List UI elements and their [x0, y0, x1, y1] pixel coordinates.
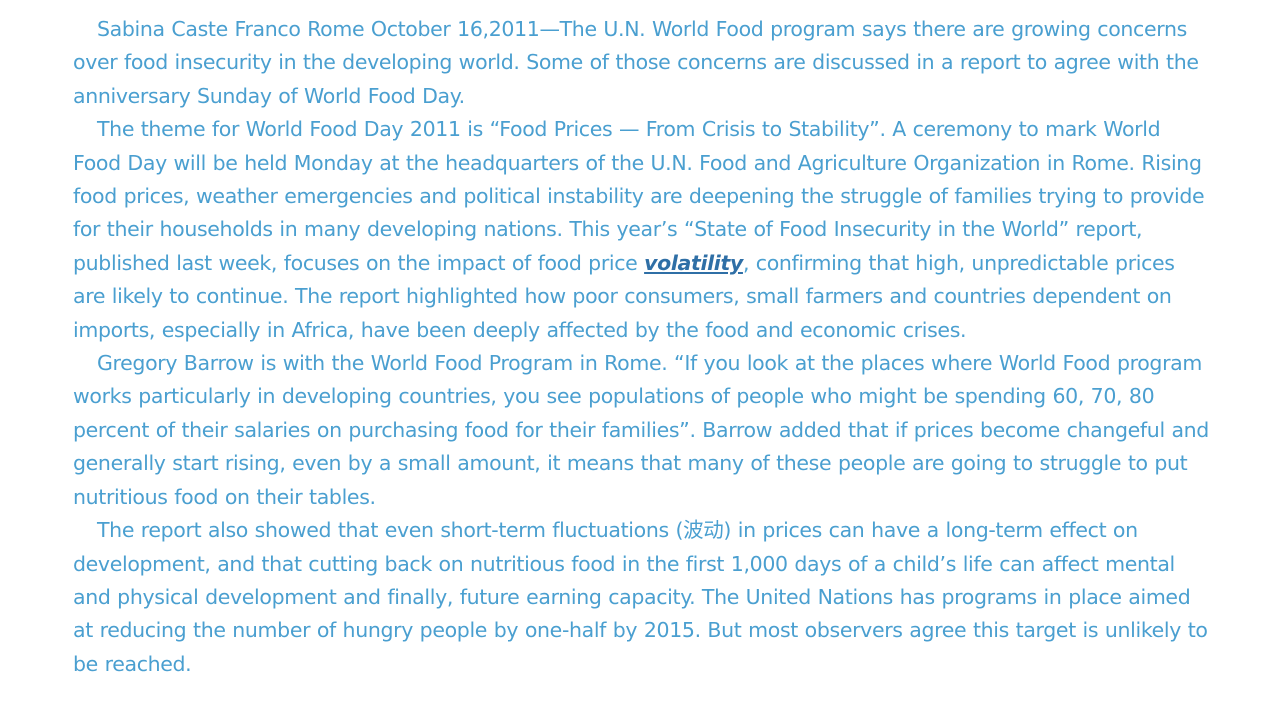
paragraph-2-before: The theme for World Food Day 2011 is “Fo… [73, 117, 1205, 275]
paragraph-2-after: , confirming that high, unpredictable pr… [73, 250, 1175, 342]
paragraph-1: Sabina Caste Franco Rome October 16,2011… [73, 17, 1199, 108]
paragraph-4: The report also showed that even short-t… [73, 518, 1208, 676]
article-body: Sabina Caste Franco Rome October 16,2011… [73, 13, 1210, 681]
paragraph-3: Gregory Barrow is with the World Food Pr… [73, 351, 1209, 509]
keyword-volatility: volatility [644, 250, 743, 275]
paragraph-2: The theme for World Food Day 2011 is “Fo… [73, 113, 1210, 347]
